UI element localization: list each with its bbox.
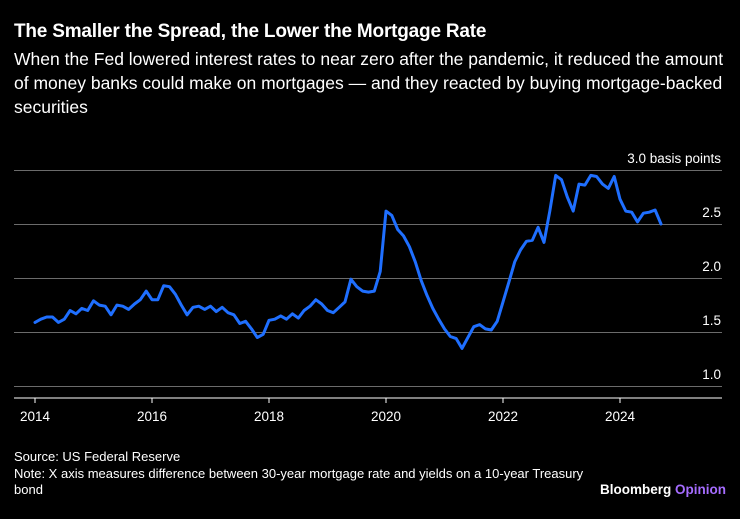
x-axis-ticks: 2014 2016 2018 2020 2022 2024	[20, 398, 636, 424]
brand-name: Bloomberg	[599, 482, 672, 497]
y-tick-label: 2.0	[702, 259, 721, 274]
series-line	[33, 173, 663, 350]
y-tick-label: 1.0	[702, 367, 721, 382]
x-tick-label: 2022	[488, 409, 518, 424]
x-tick-label: 2016	[137, 409, 167, 424]
series-group	[33, 173, 663, 350]
axis-note: Note: X axis measures difference between…	[14, 465, 584, 498]
chart-title: The Smaller the Spread, the Lower the Mo…	[14, 21, 487, 42]
source-note: Source: US Federal Reserve	[14, 449, 181, 464]
chart-footer: Source: US Federal Reserve Note: X axis …	[14, 449, 604, 499]
y-axis-ticks: 1.0 1.5 2.0 2.5 3.0 basis points	[627, 151, 721, 382]
brand-logo: Bloomberg Opinion	[600, 482, 726, 497]
y-tick-label: 1.5	[702, 313, 721, 328]
gridlines	[14, 170, 722, 399]
brand-suffix: Opinion	[675, 482, 726, 497]
x-tick-label: 2024	[605, 409, 636, 424]
y-tick-label: 3.0 basis points	[627, 151, 721, 166]
chart-subtitle: When the Fed lowered interest rates to n…	[14, 49, 724, 117]
x-tick-label: 2020	[371, 409, 401, 424]
y-tick-label: 2.5	[702, 205, 721, 220]
x-tick-label: 2014	[20, 409, 51, 424]
x-tick-label: 2018	[254, 409, 284, 424]
